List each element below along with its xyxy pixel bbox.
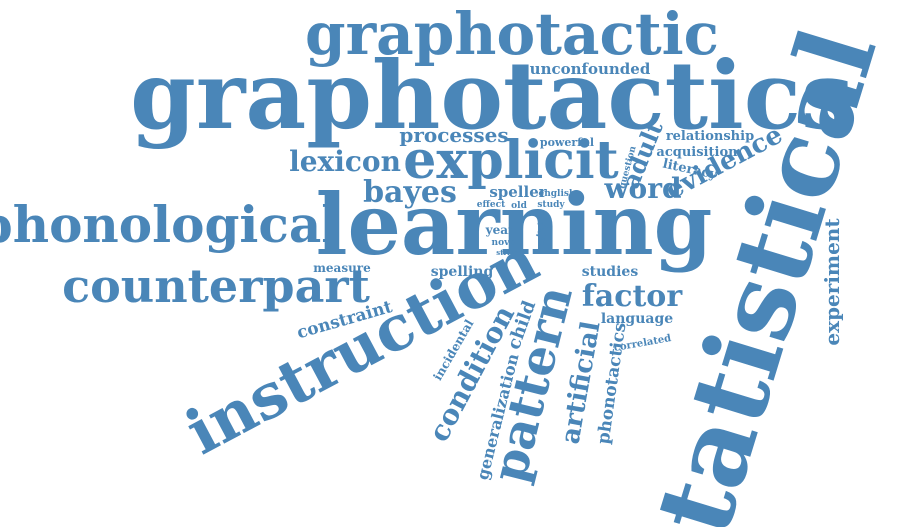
word-study: study bbox=[537, 200, 565, 210]
word-phonological: phonological bbox=[0, 195, 340, 254]
word-speller: speller bbox=[489, 183, 547, 201]
word-explicit: explicit bbox=[403, 130, 618, 191]
word-acquisition: acquisition bbox=[656, 145, 738, 160]
word-year: year bbox=[485, 223, 515, 237]
word-studies: studies bbox=[582, 264, 639, 280]
word-lexicon: lexicon bbox=[289, 145, 401, 178]
word-old: old bbox=[511, 201, 527, 211]
word-string: string bbox=[496, 248, 520, 257]
word-powerful: powerful bbox=[540, 136, 594, 149]
word-factor: factor bbox=[582, 279, 683, 314]
word-measure: measure bbox=[313, 261, 371, 275]
word-word: word bbox=[603, 172, 681, 205]
word-bayes: bayes bbox=[363, 175, 457, 210]
word-task: task bbox=[534, 219, 546, 237]
word-counterpart: counterpart bbox=[62, 259, 371, 313]
word-language: language bbox=[601, 311, 673, 327]
word-learning: learning bbox=[316, 175, 713, 274]
word-graphotactics: graphotactics bbox=[130, 41, 854, 151]
word-unconfounded: unconfounded bbox=[530, 60, 651, 78]
word-effect: effect bbox=[477, 200, 506, 210]
word-novel: novel bbox=[492, 238, 520, 248]
word-processes: processes bbox=[399, 123, 508, 147]
word-theory: theory bbox=[536, 223, 549, 250]
word-english: english bbox=[538, 189, 575, 199]
word-spelling: spelling bbox=[431, 264, 494, 280]
word-relationship: relationship bbox=[666, 129, 754, 144]
word-graphotactic: graphotactic bbox=[305, 0, 719, 68]
word-experiment: experiment bbox=[820, 218, 844, 346]
